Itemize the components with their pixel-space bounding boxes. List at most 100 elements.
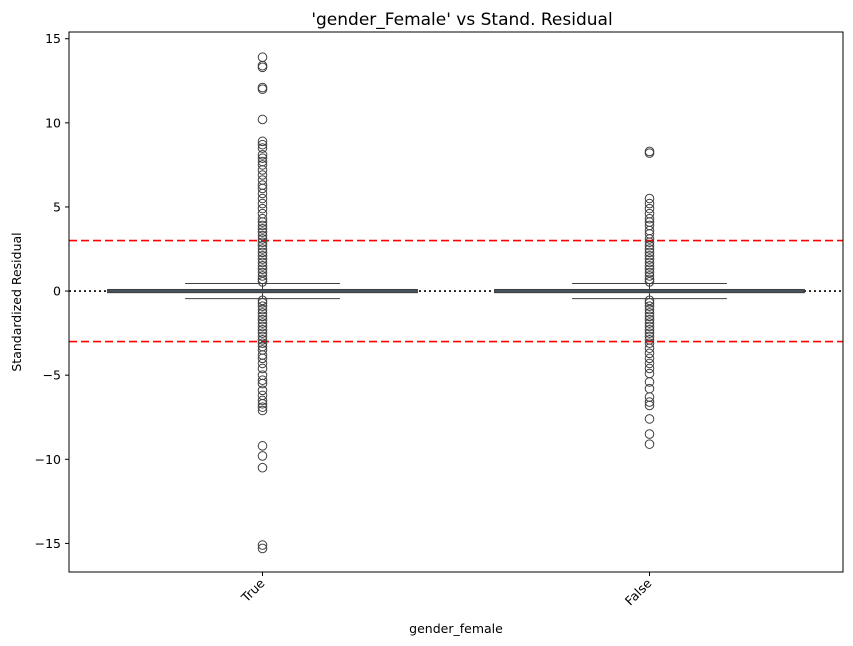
outlier-point (257, 277, 268, 287)
outlier-point (257, 274, 268, 285)
outlier-point (257, 257, 268, 268)
outlier-point (644, 308, 655, 318)
outlier-point (644, 208, 655, 219)
outlier-point (644, 343, 655, 354)
outlier-point (257, 308, 268, 318)
y-tick-label: 10 (45, 115, 61, 130)
outlier-point (644, 304, 655, 315)
outlier-point (257, 441, 268, 451)
outlier-point (644, 439, 655, 449)
outlier-point (257, 62, 268, 73)
outlier-point (257, 188, 268, 199)
outlier-point (257, 230, 268, 241)
outlier-point (644, 240, 655, 251)
outlier-point (644, 392, 655, 402)
outlier-point (644, 298, 655, 308)
outlier-point (257, 247, 268, 258)
outlier-point (257, 213, 268, 224)
outlier-point (644, 377, 655, 387)
outlier-point (257, 153, 268, 163)
outlier-point (257, 237, 268, 248)
outlier-point (644, 234, 655, 244)
outlier-point (257, 375, 268, 386)
outlier-point (257, 175, 268, 185)
outlier-point (644, 237, 655, 248)
outlier-point (257, 183, 268, 194)
outlier-point (257, 52, 268, 63)
x-tick-label: False (622, 575, 655, 608)
outlier-point (257, 321, 268, 332)
outlier-point (257, 395, 268, 406)
outlier-point (644, 198, 655, 209)
plot-area (69, 52, 843, 554)
outlier-point (644, 193, 655, 204)
outlier-point (644, 311, 655, 322)
outlier-point (257, 331, 268, 342)
outlier-point (644, 400, 655, 411)
plot-frame (68, 31, 844, 573)
outlier-point (644, 363, 655, 374)
outlier-point (257, 143, 268, 153)
outlier-point (644, 397, 655, 407)
outlier-point (257, 114, 268, 125)
outlier-point (257, 227, 268, 237)
outlier-point (257, 224, 268, 234)
outlier-point (257, 358, 268, 369)
outlier-point (257, 150, 268, 160)
outlier-point (257, 462, 268, 473)
outlier-point (644, 383, 655, 394)
outlier-point (257, 311, 268, 322)
outlier-point (257, 208, 268, 219)
outlier-point (257, 353, 268, 364)
outlier-point (257, 139, 268, 150)
outlier-point (644, 257, 655, 268)
outlier-point (644, 148, 655, 158)
outlier-point (644, 353, 655, 364)
outlier-point (644, 295, 655, 306)
axes: −15 −10 −5 0 5 10 15 True False (35, 31, 655, 608)
outlier-point (644, 261, 655, 271)
outlier-point (257, 335, 268, 345)
outlier-point (257, 314, 268, 325)
y-tick-label: 15 (45, 31, 61, 46)
outlier-point (257, 298, 268, 308)
outlier-point (257, 378, 268, 389)
outlier-point (257, 301, 268, 312)
outlier-point (257, 295, 268, 306)
outlier-point (644, 203, 655, 214)
outlier-point (644, 213, 655, 224)
outlier-point (257, 385, 268, 396)
outlier-point (644, 348, 655, 359)
outlier-point (257, 250, 268, 261)
outlier-point (257, 540, 268, 550)
box-group-true (107, 52, 418, 554)
outlier-point (257, 160, 268, 170)
outlier-point (257, 244, 268, 254)
outlier-point (644, 358, 655, 369)
y-tick-label: 5 (53, 199, 61, 214)
outlier-point (644, 314, 655, 325)
outlier-point (257, 398, 268, 409)
outlier-point (644, 250, 655, 261)
outlier-point (257, 254, 268, 264)
outlier-point (257, 271, 268, 281)
outlier-point (257, 304, 268, 315)
outlier-point (257, 543, 268, 554)
outlier-point (257, 165, 268, 175)
outlier-point (644, 301, 655, 312)
outlier-point (644, 321, 655, 332)
outlier-point (257, 220, 268, 231)
outlier-point (257, 370, 268, 380)
outlier-point (644, 274, 655, 285)
x-tick-label: True (238, 575, 268, 605)
outlier-point (257, 261, 268, 271)
outlier-point (257, 451, 268, 461)
y-tick-label: −10 (35, 452, 61, 467)
y-tick-label: 0 (53, 284, 61, 299)
outlier-point (644, 318, 655, 328)
outlier-point (644, 271, 655, 281)
outlier-point (644, 368, 655, 379)
outlier-point (257, 338, 268, 349)
outlier-point (644, 414, 655, 424)
